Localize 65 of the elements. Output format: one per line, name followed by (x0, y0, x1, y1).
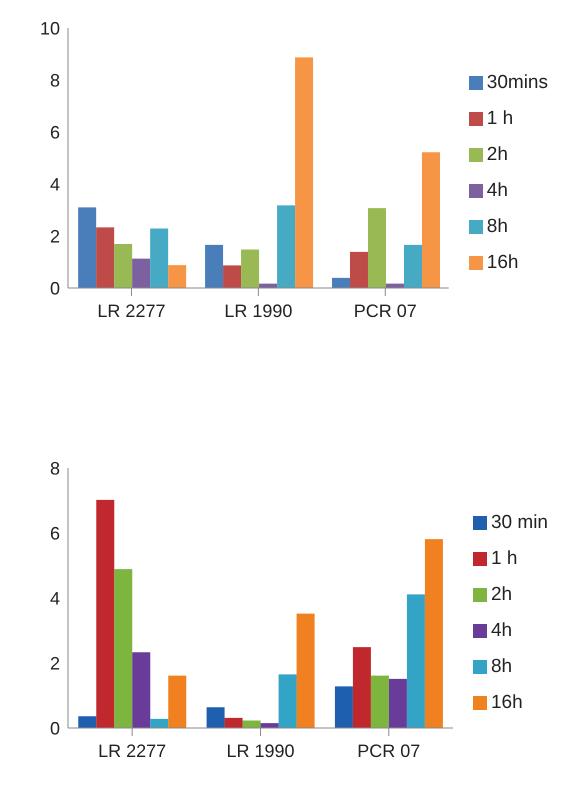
x-tick-label: PCR 07 (354, 300, 417, 321)
bar (259, 284, 278, 288)
legend-label: 8h (490, 656, 512, 677)
legend-label: 16h (490, 692, 523, 713)
bar (388, 678, 407, 728)
bar (78, 716, 96, 728)
x-tick-label: LR 1990 (226, 740, 295, 761)
legend-label: 2h (490, 584, 512, 605)
bar (223, 265, 242, 288)
y-tick-label: 8 (50, 458, 60, 478)
bar (150, 228, 168, 288)
legend-label: 8h (486, 216, 508, 237)
y-tick-label: 10 (40, 18, 60, 38)
bar (406, 594, 425, 728)
bar (96, 227, 114, 288)
legend-label: 1 h (490, 548, 518, 569)
bar (370, 676, 389, 728)
bar (206, 707, 225, 728)
legend-label: 16h (486, 252, 518, 273)
bar (332, 278, 350, 288)
bar (296, 614, 315, 728)
bar (352, 647, 371, 728)
bar (422, 152, 440, 288)
y-tick-label: 4 (50, 174, 60, 194)
bar (386, 284, 404, 288)
y-tick-label: 6 (50, 523, 60, 544)
x-tick-label: LR 1990 (224, 300, 292, 321)
x-tick-label: PCR 07 (357, 740, 420, 761)
bar (350, 252, 368, 288)
bar (78, 207, 96, 288)
bar (260, 723, 279, 728)
y-tick-label: 0 (50, 278, 60, 298)
legend-label: 4h (486, 180, 508, 201)
bar (424, 539, 443, 728)
y-tick-label: 2 (50, 653, 60, 674)
legend-label: 30mins (486, 72, 548, 93)
bar (295, 57, 314, 288)
bar (334, 686, 353, 728)
bar (114, 244, 132, 288)
bar (205, 244, 224, 288)
bar (278, 674, 297, 728)
y-tick-label: 0 (50, 718, 60, 738)
y-tick-label: 6 (50, 122, 60, 142)
y-tick-label: 8 (50, 70, 60, 90)
bar (96, 500, 114, 728)
bar (150, 718, 168, 728)
legend-label: 1 h (486, 108, 514, 129)
x-tick-label: LR 2277 (97, 300, 166, 321)
bar (224, 718, 243, 728)
y-tick-label: 2 (50, 226, 60, 246)
bar (132, 652, 150, 728)
bar (168, 676, 186, 728)
bar (242, 720, 261, 728)
x-tick-label: LR 2277 (98, 740, 166, 761)
bar (132, 258, 150, 288)
bar (404, 244, 422, 288)
legend-label: 30 min (490, 512, 548, 533)
bar (277, 205, 296, 288)
legend-label: 2h (486, 144, 508, 165)
bar (368, 208, 386, 288)
bar (114, 569, 132, 728)
y-tick-label: 4 (50, 588, 60, 608)
bar (168, 265, 186, 288)
legend-label: 4h (490, 620, 512, 641)
bar (241, 250, 260, 288)
